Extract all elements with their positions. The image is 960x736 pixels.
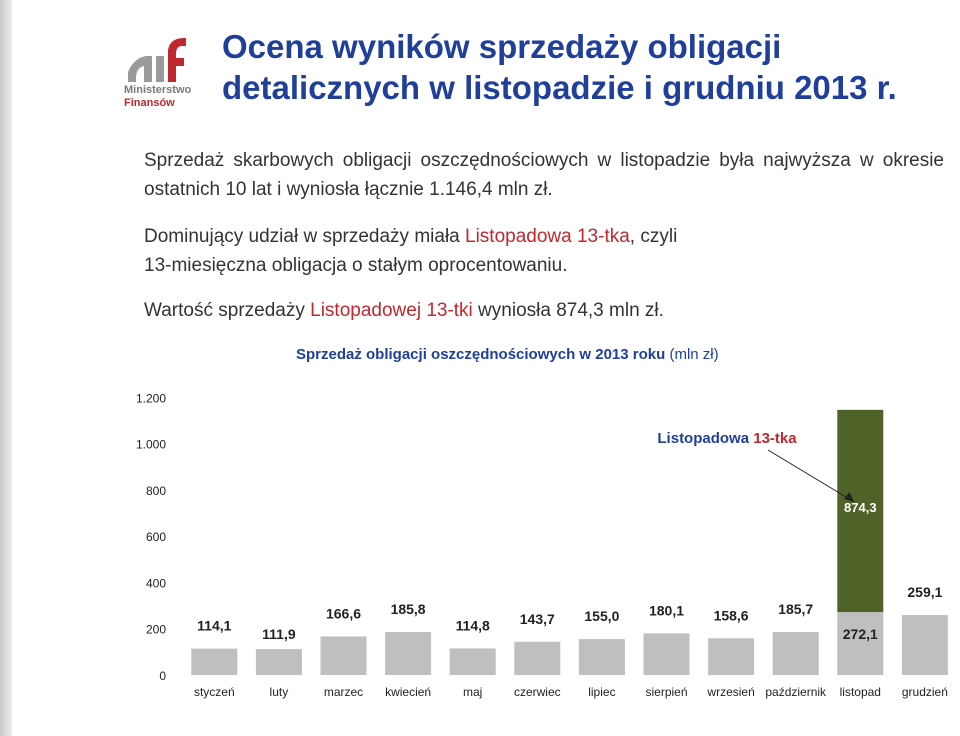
bar-listopad	[837, 612, 884, 675]
logo-line-2: Finansów	[124, 97, 175, 109]
value-label-grudzień: 259,1	[907, 584, 942, 600]
category-label-maj: maj	[463, 685, 482, 699]
logo-line-1: Ministerstwo	[124, 84, 192, 96]
value-label-październik: 185,7	[778, 601, 813, 617]
paragraph-sales-summary: Sprzedaż skarbowych obligacji oszczędnoś…	[144, 150, 944, 200]
value-label-luty: 111,9	[262, 626, 296, 642]
paragraph-dominant-share: Dominujący udział w sprzedaży miała List…	[144, 222, 944, 280]
left-gradient-bar	[0, 0, 12, 736]
bar-październik	[772, 632, 819, 675]
y-tick-label: 1.000	[136, 438, 166, 452]
title-line-2: detalicznych w listopadzie i grudniu 201…	[222, 69, 897, 106]
title-line-1: Ocena wyników sprzedaży obligacji	[222, 28, 782, 65]
value-label-listopad: 272,1	[843, 626, 878, 642]
chart-title-unit: (mln zł)	[669, 346, 719, 363]
bar-grudzień	[901, 615, 948, 675]
y-tick-label: 200	[146, 623, 166, 637]
category-label-sierpień: sierpień	[645, 685, 687, 699]
category-label-wrzesień: wrzesień	[706, 685, 754, 699]
chart-title-text: Sprzedaż obligacji oszczędnościowych w 2…	[296, 346, 666, 363]
ministry-logo-icon	[128, 38, 186, 82]
chart-title: Sprzedaż obligacji oszczędnościowych w 2…	[296, 346, 719, 363]
bar-highlight-listopad	[837, 409, 884, 613]
p2-text-a: Dominujący udział w sprzedaży miała	[144, 226, 466, 247]
paragraph-listopadowa-value: Wartość sprzedaży Listopadowej 13-tki wy…	[144, 296, 944, 325]
bar-czerwiec	[514, 641, 561, 675]
p3-highlight: Listopadowej 13-tki	[310, 300, 473, 321]
annotation-part-b: 13-tka	[753, 430, 797, 447]
value-label-marzec: 166,6	[326, 605, 361, 621]
y-tick-label: 0	[159, 669, 166, 683]
page-title: Ocena wyników sprzedaży obligacji detali…	[222, 26, 942, 108]
category-label-czerwiec: czerwiec	[514, 685, 561, 699]
y-tick-label: 600	[146, 530, 166, 544]
value-label-wrzesień: 158,6	[714, 607, 749, 623]
value-label-sierpień: 180,1	[649, 602, 684, 618]
category-label-październik: październik	[765, 685, 827, 699]
annotation-arrow-line	[767, 449, 855, 503]
p2-text-d: 13-miesięczna obligacja o stałym oprocen…	[144, 255, 568, 276]
y-tick-label: 1.200	[136, 391, 166, 405]
bar-wrzesień	[708, 638, 755, 675]
category-label-luty: luty	[270, 685, 289, 699]
bar-sierpień	[643, 633, 690, 675]
value-label-styczeń: 114,1	[197, 618, 231, 634]
annotation-part-a: Listopadowa	[657, 430, 753, 447]
p3-text-a: Wartość sprzedaży	[144, 300, 311, 321]
bar-luty	[255, 649, 302, 675]
category-label-styczeń: styczeń	[194, 685, 235, 699]
category-label-marzec: marzec	[324, 685, 363, 699]
value-label-lipiec: 155,0	[584, 608, 619, 624]
bar-lipiec	[578, 639, 625, 675]
annotation-arrow-head-icon	[844, 492, 855, 502]
value-label-kwiecień: 185,8	[391, 601, 426, 617]
p2-text-c: , czyli	[629, 226, 678, 247]
monthly-sales-bar-chart: 0 200 400 600 800 1.000 1.200 114,1 styczeń 111,9…	[136, 391, 948, 699]
highlight-value-label: 874,3	[844, 500, 877, 515]
value-label-maj: 114,8	[456, 617, 490, 633]
y-tick-label: 400	[146, 576, 166, 590]
value-label-czerwiec: 143,7	[520, 611, 555, 627]
category-label-grudzień: grudzień	[902, 685, 948, 699]
category-label-kwiecień: kwiecień	[385, 685, 431, 699]
p2-highlight: Listopadowa 13-tka	[465, 226, 630, 247]
y-tick-label: 800	[146, 484, 166, 498]
p3-text-c: wyniosła 874,3 mln zł.	[472, 300, 664, 321]
bar-kwiecień	[385, 632, 432, 675]
category-label-lipiec: lipiec	[588, 685, 615, 699]
ministry-logo-text: Ministerstwo Finansów	[124, 84, 191, 110]
bar-marzec	[320, 636, 367, 675]
bar-styczeń	[191, 648, 238, 675]
bar-maj	[449, 648, 496, 675]
category-label-listopad: listopad	[840, 685, 881, 699]
highlight-annotation: Listopadowa 13-tka	[657, 430, 797, 447]
